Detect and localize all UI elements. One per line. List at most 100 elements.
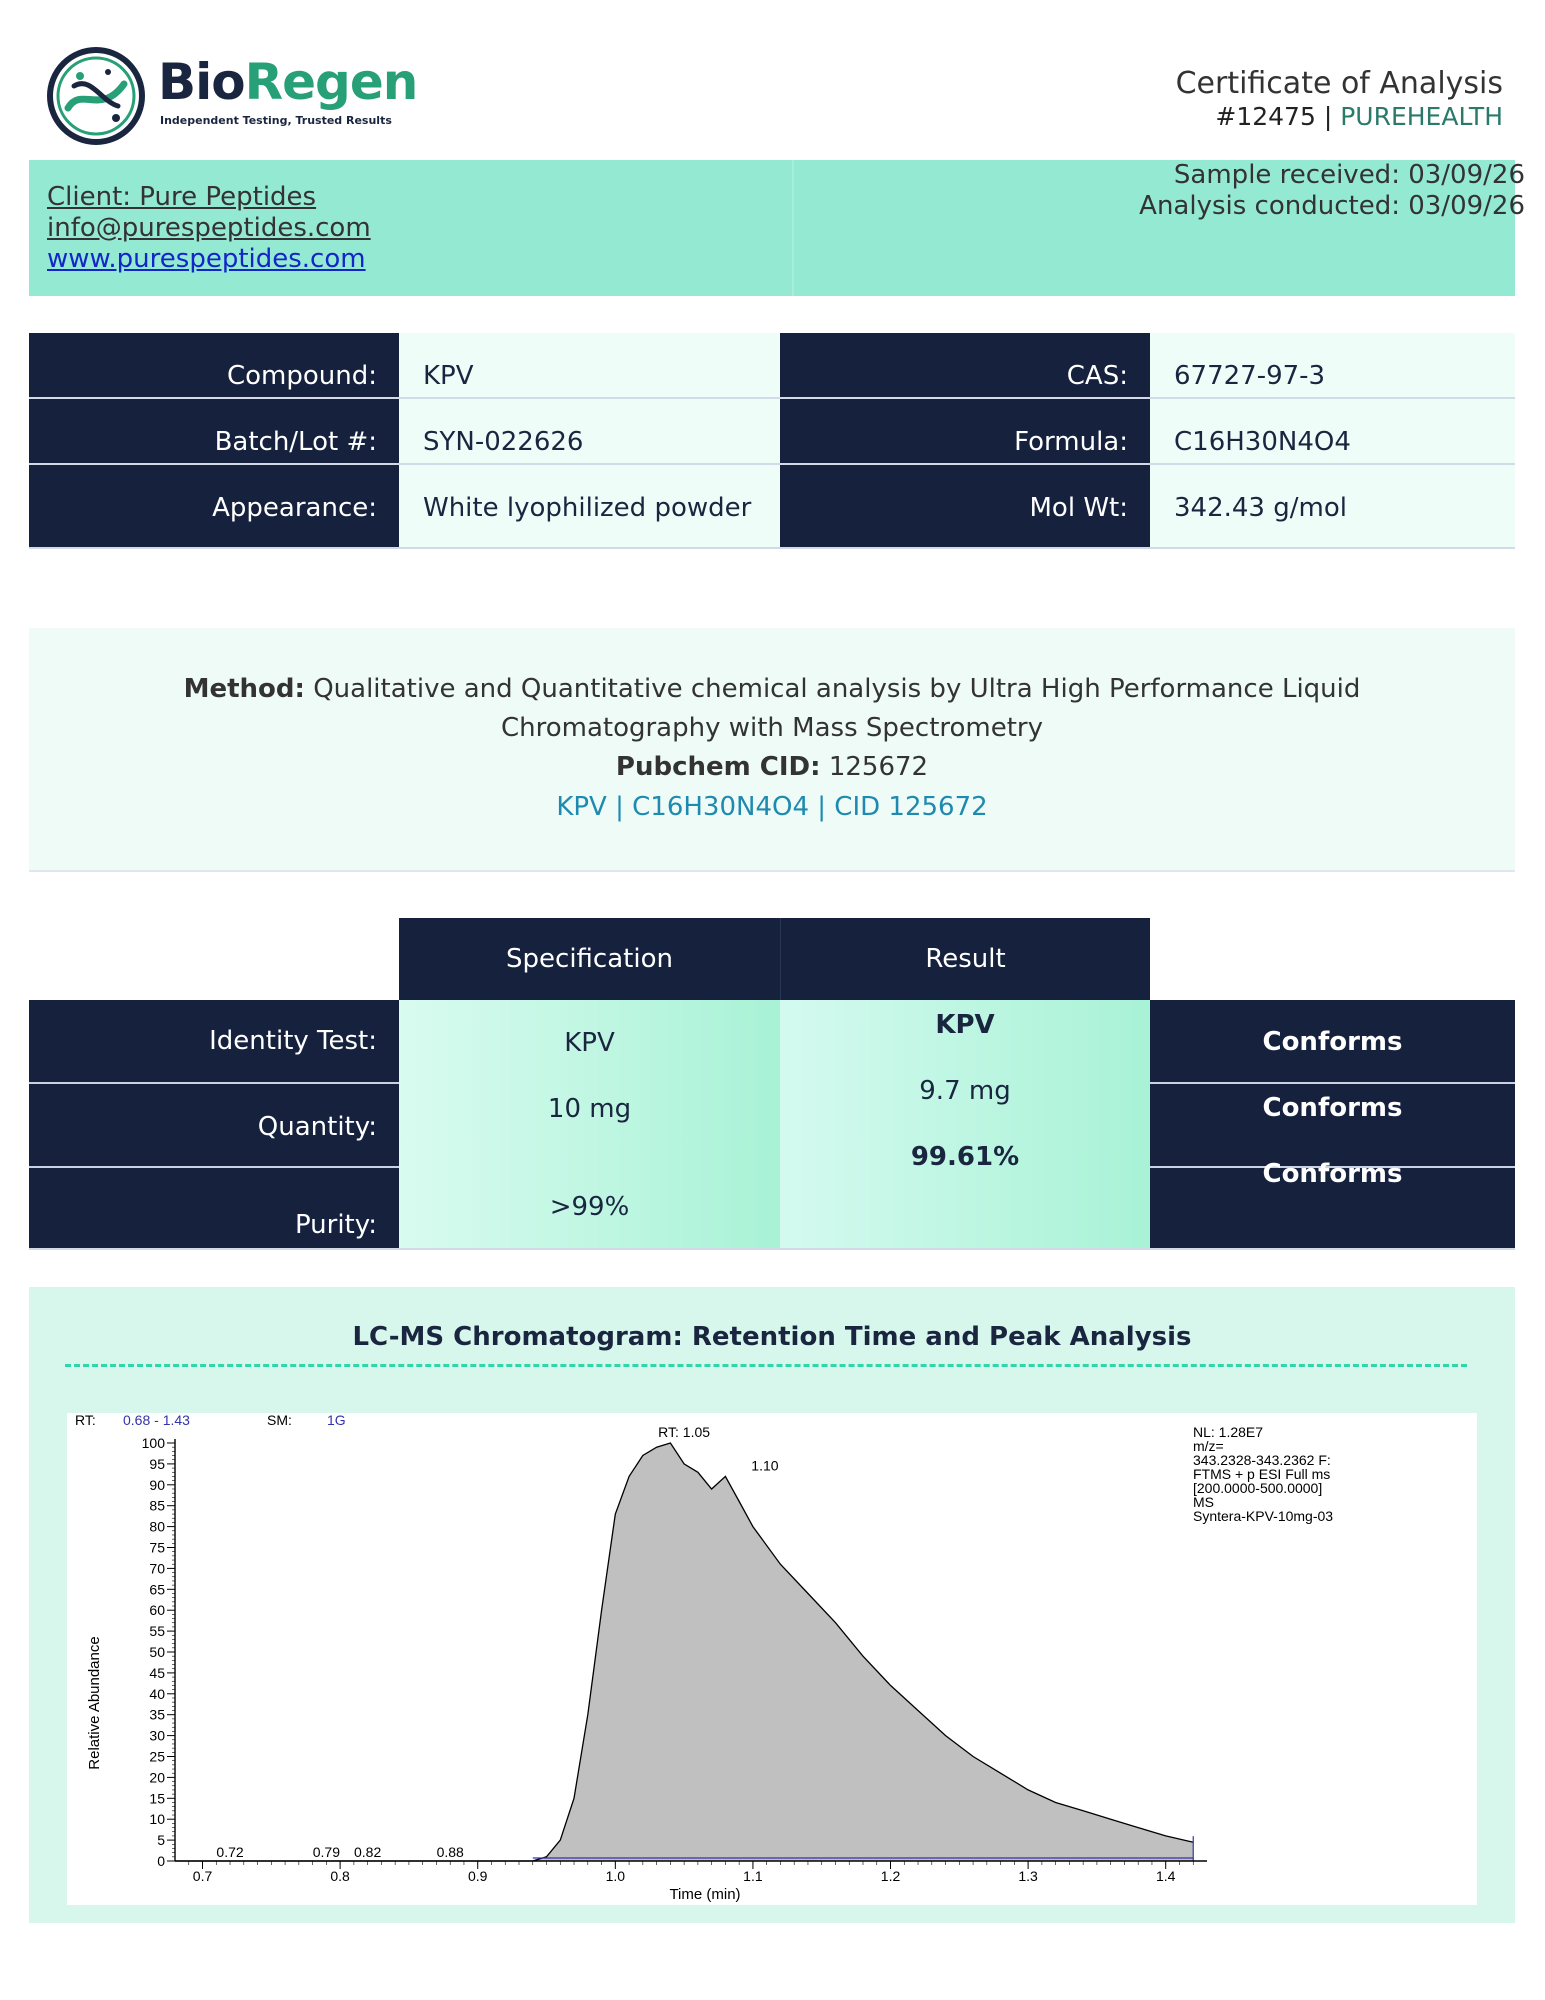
batch-value: SYN-022626 — [399, 399, 780, 465]
y-tick-label: 100 — [142, 1435, 166, 1451]
info-row-compound: Compound: KPV CAS: 67727-97-3 — [29, 333, 1515, 399]
sample-dates: Sample received: 03/09/26 Analysis condu… — [1139, 160, 1525, 222]
baseline-peak-label: 0.72 — [216, 1844, 243, 1860]
client-info: Client: Pure Peptides info@purespeptides… — [47, 182, 371, 275]
appearance-label: Appearance: — [29, 465, 399, 549]
chromatogram-chart: RT: 0.68 - 1.43 SM: 1G Relative Abundanc… — [67, 1413, 1477, 1905]
client-email-link[interactable]: info@purespeptides.com — [47, 213, 371, 243]
biorgen-logo: BioRegen Independent Testing, Trusted Re… — [46, 46, 446, 146]
quantity-spec: 10 mg — [547, 1094, 632, 1124]
y-tick-label: 40 — [149, 1686, 165, 1702]
x-tick-label: 1.2 — [881, 1868, 901, 1884]
x-tick-label: 1.1 — [743, 1868, 763, 1884]
chart-header-sm-label: SM: — [267, 1413, 292, 1428]
chart-area-group — [175, 1442, 1194, 1862]
chart-info-line-3: 343.2328-343.2362 F: — [1193, 1452, 1331, 1468]
info-row-batch: Batch/Lot #: SYN-022626 Formula: C16H30N… — [29, 399, 1515, 465]
x-tick-label: 0.8 — [330, 1868, 350, 1884]
y-tick-label: 20 — [149, 1769, 165, 1785]
pubchem-line: Pubchem CID: 125672 — [29, 748, 1515, 786]
client-name: Client: Pure Peptides — [47, 182, 317, 212]
info-row-appearance: Appearance: White lyophilized powder Mol… — [29, 465, 1515, 549]
chart-y-axis-label: Relative Abundance — [86, 1636, 103, 1769]
identity-status: Conforms — [1262, 1027, 1403, 1057]
x-tick-label: 1.3 — [1018, 1868, 1038, 1884]
row-divider — [29, 1082, 399, 1084]
cas-label: CAS: — [780, 333, 1150, 399]
compound-label: Compound: — [29, 333, 399, 399]
spec-column — [399, 1000, 780, 1248]
baseline-peak-label: 0.79 — [313, 1844, 340, 1860]
y-tick-label: 50 — [149, 1644, 165, 1660]
y-tick-label: 90 — [149, 1477, 165, 1493]
row-divider — [1150, 1082, 1515, 1084]
batch-label: Batch/Lot #: — [29, 399, 399, 465]
certificate-header: Certificate of Analysis #12475 | PUREHEA… — [1176, 66, 1503, 132]
analysis-conducted: Analysis conducted: 03/09/26 — [1139, 191, 1525, 221]
y-tick-label: 25 — [149, 1749, 165, 1765]
chart-x-axis-label: Time (min) — [669, 1886, 740, 1903]
y-tick-label: 15 — [149, 1790, 165, 1806]
client-banner: Client: Pure Peptides info@purespeptides… — [29, 160, 1525, 296]
y-tick-label: 45 — [149, 1665, 165, 1681]
molwt-label: Mol Wt: — [780, 465, 1150, 549]
x-tick-label: 0.9 — [468, 1868, 488, 1884]
method-label: Method: — [183, 674, 305, 704]
y-tick-label: 35 — [149, 1707, 165, 1723]
table-bottom-line — [29, 1248, 1515, 1250]
y-tick-label: 80 — [149, 1519, 165, 1535]
result-header: Result — [780, 918, 1150, 1000]
pubchem-label: Pubchem CID: — [615, 752, 821, 782]
y-tick-label: 65 — [149, 1581, 165, 1597]
x-tick-label: 1.4 — [1156, 1868, 1176, 1884]
certificate-brand: PUREHEALTH — [1340, 102, 1503, 131]
y-tick-label: 0 — [157, 1853, 165, 1869]
identity-label: Identity Test: — [29, 1000, 399, 1082]
logo-mark-icon — [47, 47, 145, 145]
identity-spec: KPV — [564, 1028, 615, 1058]
row-divider — [29, 547, 1515, 549]
chart-info-line-5: [200.0000-500.0000] — [1193, 1480, 1322, 1496]
method-text-2: Chromatography with Mass Spectrometry — [500, 713, 1044, 743]
purity-result: 99.61% — [910, 1142, 1020, 1172]
logo-name-bio: Bio — [158, 53, 246, 111]
row-divider — [29, 1166, 399, 1168]
purity-status: Conforms — [1262, 1159, 1403, 1189]
quantity-label: Quantity: — [29, 1084, 399, 1166]
peak-label-rt-105: RT: 1.05 — [658, 1424, 710, 1440]
certificate-separator: | — [1323, 102, 1333, 131]
baseline-peak-label: 0.88 — [437, 1844, 464, 1860]
method-summary-link[interactable]: KPV | C16H30N4O4 | CID 125672 — [556, 792, 988, 822]
y-tick-label: 30 — [149, 1728, 165, 1744]
chromatogram-trace-line — [175, 1442, 1194, 1862]
x-tick-label: 0.7 — [193, 1868, 213, 1884]
y-tick-label: 95 — [149, 1456, 165, 1472]
method-text-1: Qualitative and Quantitative chemical an… — [313, 674, 1361, 704]
x-tick-label: 1.0 — [606, 1868, 626, 1884]
chart-info-line-1: NL: 1.28E7 — [1193, 1424, 1263, 1440]
y-tick-label: 85 — [149, 1498, 165, 1514]
sample-received: Sample received: 03/09/26 — [1173, 160, 1525, 190]
method-line-1: Method: Qualitative and Quantitative che… — [29, 670, 1515, 708]
result-column — [780, 1000, 1150, 1248]
compound-info-table: Compound: KPV CAS: 67727-97-3 Batch/Lot … — [29, 333, 1515, 549]
baseline-peak-label: 0.82 — [354, 1844, 381, 1860]
compound-value: KPV — [399, 333, 780, 399]
chart-info-line-4: FTMS + p ESI Full ms — [1193, 1466, 1330, 1482]
specification-header: Specification — [399, 918, 780, 1000]
certificate-number-line: #12475 | PUREHEALTH — [1176, 102, 1503, 132]
appearance-value: White lyophilized powder — [399, 465, 780, 549]
identity-result: KPV — [935, 1010, 995, 1040]
chart-header-rt-label: RT: — [75, 1413, 96, 1428]
chromatogram-title: LC-MS Chromatogram: Retention Time and P… — [352, 1322, 1192, 1352]
status-column — [1150, 1000, 1515, 1248]
chart-header-sm-value: 1G — [327, 1413, 346, 1428]
chart-info-line-6: MS — [1193, 1494, 1214, 1510]
y-tick-label: 75 — [149, 1540, 165, 1556]
client-website-link[interactable]: www.purespeptides.com — [47, 244, 366, 274]
client-divider — [792, 160, 794, 296]
y-tick-label: 55 — [149, 1623, 165, 1639]
y-tick-label: 70 — [149, 1560, 165, 1576]
purity-label: Purity: — [29, 1168, 399, 1248]
formula-value: C16H30N4O4 — [1150, 399, 1515, 465]
